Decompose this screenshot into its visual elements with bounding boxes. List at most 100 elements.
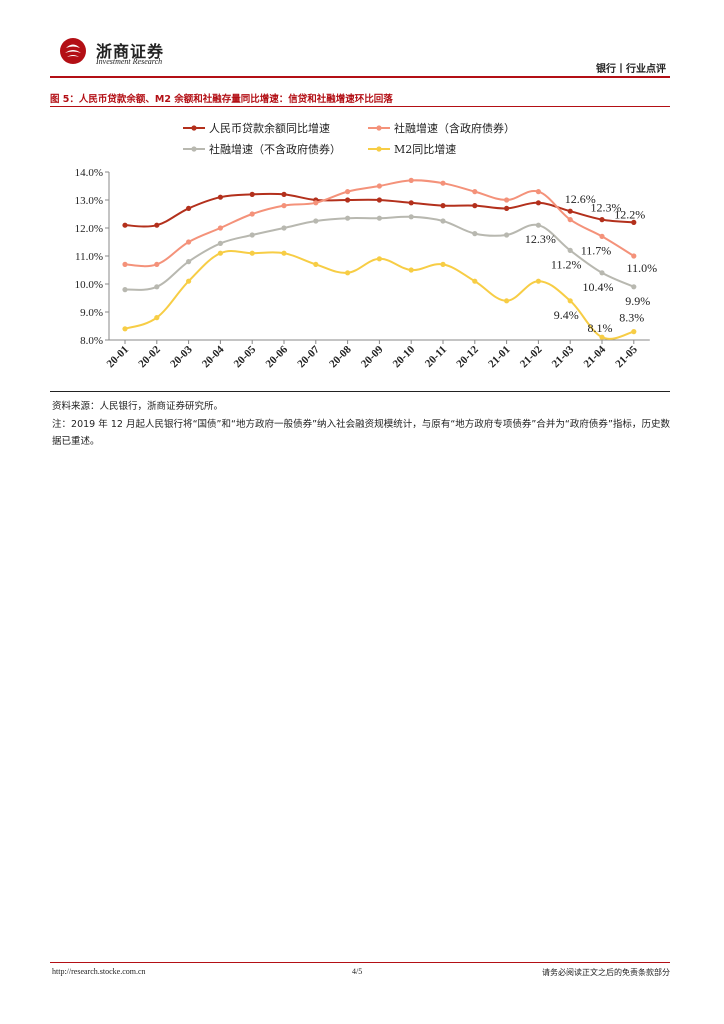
data-point xyxy=(186,205,192,211)
data-point xyxy=(504,298,510,304)
data-point xyxy=(313,261,319,267)
data-point xyxy=(535,278,541,284)
data-point xyxy=(599,233,605,239)
report-type: 银行丨行业点评 xyxy=(596,64,666,75)
data-point xyxy=(472,278,478,284)
line-chart: 人民币贷款余额同比增速 社融增速（含政府债券） 社融增速（不含政府债券） M2同比增速… xyxy=(75,121,658,371)
legend-swatch-marker xyxy=(376,146,382,152)
data-point xyxy=(631,329,637,335)
data-label: 10.4% xyxy=(583,280,614,294)
data-point xyxy=(376,256,382,262)
data-label: 12.2% xyxy=(614,207,645,221)
data-point xyxy=(535,200,541,206)
data-label: 8.1% xyxy=(588,321,613,335)
figure-title-divider xyxy=(50,106,670,107)
x-tick-label: 20-04 xyxy=(200,343,227,370)
data-point xyxy=(440,203,446,209)
data-point xyxy=(504,197,510,203)
data-point xyxy=(154,261,160,267)
data-point xyxy=(281,250,287,256)
data-point xyxy=(408,214,414,220)
legend-swatch-marker xyxy=(191,146,197,152)
data-point xyxy=(313,200,319,206)
data-label: 9.9% xyxy=(625,294,650,308)
y-tick-label: 11.0% xyxy=(75,251,103,263)
footer-divider xyxy=(50,962,670,963)
footer-url-link[interactable]: http://research.stocke.com.cn xyxy=(52,967,146,976)
data-point xyxy=(217,225,223,231)
page-number: 4/5 xyxy=(352,967,363,976)
data-point xyxy=(186,278,192,284)
data-point xyxy=(217,250,223,256)
figure-source: 资料来源：人民银行，浙商证券研究所。 xyxy=(52,401,224,412)
x-tick-label: 21-04 xyxy=(581,343,608,370)
x-tick-label: 20-07 xyxy=(295,343,322,370)
legend-swatch-marker xyxy=(376,125,382,131)
chart-legend: 人民币贷款余额同比增速 社融增速（含政府债券） 社融增速（不含政府债券） M2同比增速 xyxy=(183,121,515,156)
data-point xyxy=(122,222,128,228)
data-point xyxy=(631,284,637,290)
data-label: 12.6% xyxy=(565,192,596,206)
data-point xyxy=(535,189,541,195)
legend-label-1: 人民币贷款余额同比增速 xyxy=(209,121,330,135)
x-tick-label: 20-08 xyxy=(327,343,354,370)
header-divider xyxy=(50,76,670,78)
data-label: 11.0% xyxy=(627,261,658,275)
x-tick-label: 20-06 xyxy=(263,343,290,370)
data-point xyxy=(472,189,478,195)
legend-swatch-marker xyxy=(191,125,197,131)
data-point xyxy=(535,222,541,228)
data-point xyxy=(408,267,414,273)
data-point xyxy=(154,315,160,321)
data-point xyxy=(440,180,446,186)
x-tick-label: 21-02 xyxy=(518,343,545,370)
data-point xyxy=(567,217,573,223)
legend-label-3: 社融增速（不含政府债券） xyxy=(209,142,341,156)
data-point xyxy=(376,215,382,221)
data-point xyxy=(249,191,255,197)
data-point xyxy=(154,222,160,228)
data-point xyxy=(408,177,414,183)
data-point xyxy=(281,203,287,209)
data-point xyxy=(281,191,287,197)
chart-data-labels: 12.6%12.3%12.2%11.7%11.0%12.3%11.2%10.4%… xyxy=(525,192,657,335)
x-tick-label: 21-01 xyxy=(486,344,513,371)
data-label: 12.3% xyxy=(525,232,556,246)
data-point xyxy=(631,219,637,225)
y-tick-label: 13.0% xyxy=(75,195,103,207)
data-point xyxy=(408,200,414,206)
footer-disclaimer: 请务必阅读正文之后的免责条款部分 xyxy=(542,968,670,977)
brand-logo-icon xyxy=(60,38,86,64)
x-tick-label: 20-10 xyxy=(391,343,418,370)
data-point xyxy=(186,239,192,245)
x-tick-label: 20-11 xyxy=(423,344,449,370)
data-point xyxy=(186,259,192,265)
data-point xyxy=(217,194,223,200)
data-point xyxy=(631,253,637,259)
brand-name-en: Investment Research xyxy=(96,57,163,66)
legend-label-2: 社融增速（含政府债券） xyxy=(394,121,515,135)
x-tick-label: 20-12 xyxy=(454,343,481,370)
data-point xyxy=(122,326,128,332)
data-point xyxy=(567,247,573,253)
brand-name-cn: 浙商证券 xyxy=(96,42,165,61)
y-tick-label: 9.0% xyxy=(80,307,103,319)
data-point xyxy=(345,197,351,203)
data-point xyxy=(345,270,351,276)
data-point xyxy=(122,261,128,267)
x-tick-label: 21-05 xyxy=(613,343,640,370)
data-point xyxy=(249,232,255,238)
data-point xyxy=(249,211,255,217)
data-point xyxy=(122,287,128,293)
x-tick-label: 21-03 xyxy=(550,343,577,370)
series-line-3 xyxy=(124,215,635,291)
data-point xyxy=(376,183,382,189)
data-point xyxy=(217,240,223,246)
data-point xyxy=(345,189,351,195)
data-label: 9.4% xyxy=(554,308,579,322)
figure-bottom-divider xyxy=(50,391,670,392)
data-label: 11.7% xyxy=(581,243,612,257)
data-point xyxy=(472,203,478,209)
data-label: 8.3% xyxy=(619,311,644,325)
data-point xyxy=(504,205,510,211)
